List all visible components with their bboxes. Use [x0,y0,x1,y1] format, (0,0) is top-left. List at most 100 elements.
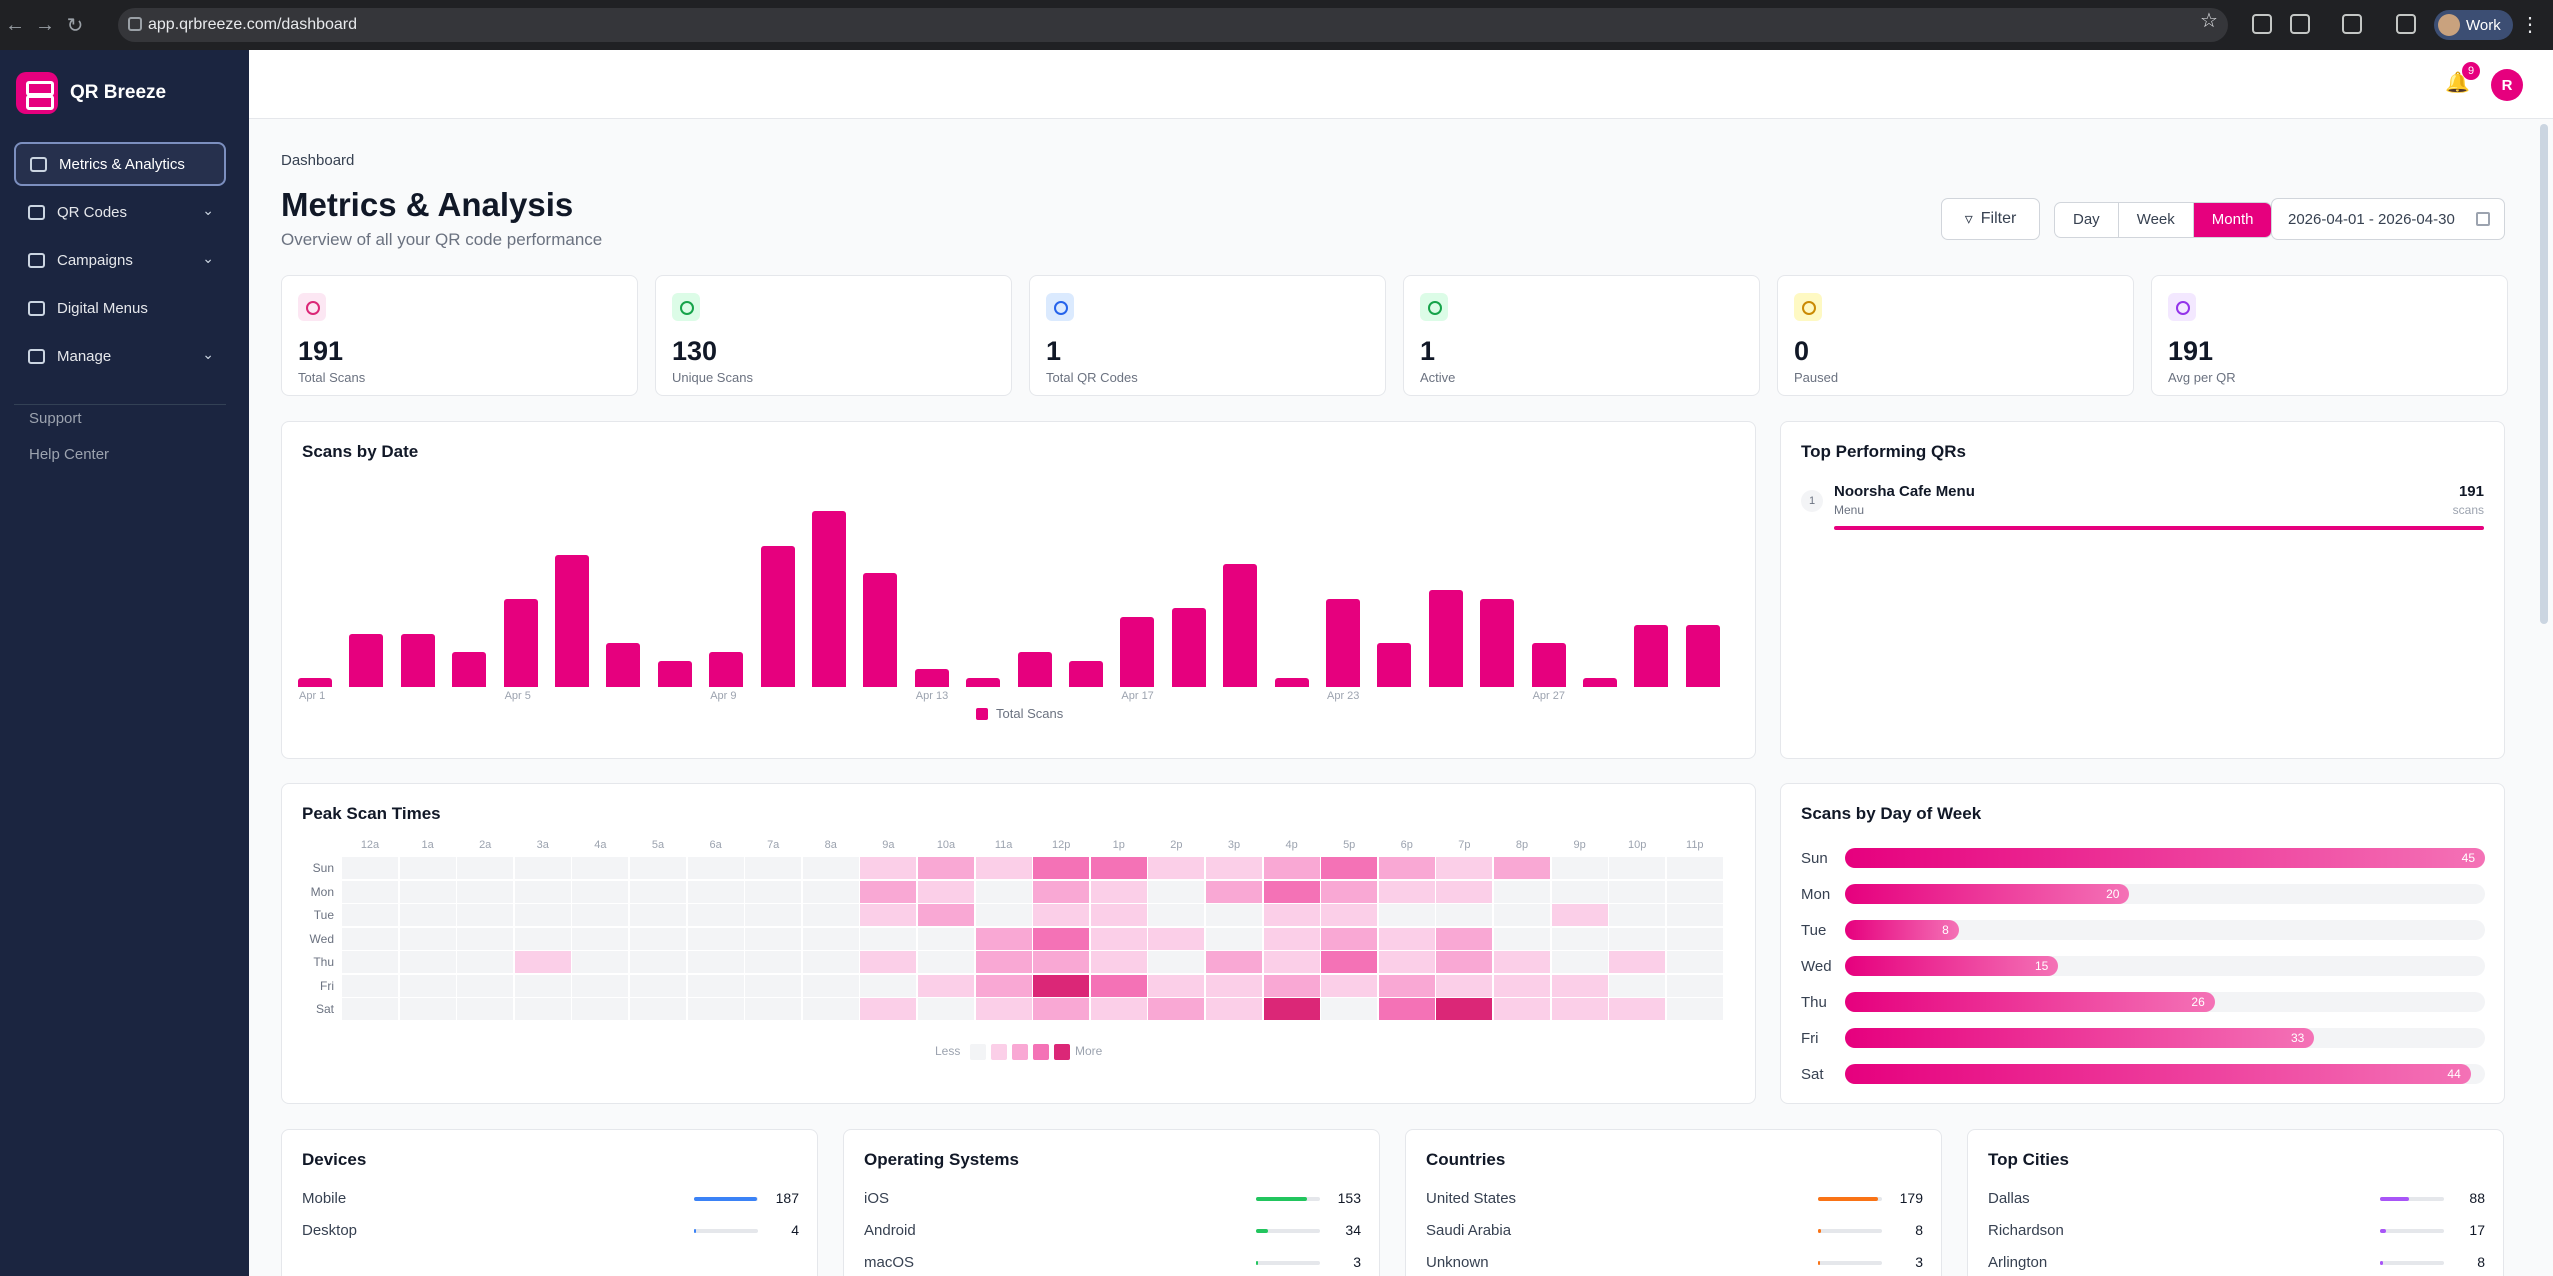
heatmap-cell[interactable] [1609,904,1666,926]
heatmap-cell[interactable] [1148,951,1205,973]
support-link[interactable]: Support [29,410,82,427]
heatmap-cell[interactable] [1609,951,1666,973]
heatmap-cell[interactable] [860,857,917,879]
heatmap-cell[interactable] [745,998,802,1020]
heatmap-cell[interactable] [1378,998,1435,1020]
breakdown-bar[interactable] [2380,1229,2386,1233]
heatmap-cell[interactable] [572,904,629,926]
heatmap-cell[interactable] [745,974,802,997]
sidebar-item-manage[interactable]: Manage ⌄ [14,334,226,378]
heatmap-cell[interactable] [1378,927,1435,950]
heatmap-cell[interactable] [1494,880,1550,903]
heatmap-cell[interactable] [1436,974,1493,997]
heatmap-cell[interactable] [1148,857,1205,879]
heatmap-cell[interactable] [975,880,1032,903]
breakdown-bar[interactable] [2380,1197,2410,1201]
heatmap-cell[interactable] [802,927,859,950]
heatmap-cell[interactable] [1436,880,1493,903]
heatmap-cell[interactable] [918,857,974,879]
bar-apr-16[interactable] [1069,660,1103,687]
heatmap-cell[interactable] [1033,880,1090,903]
heatmap-cell[interactable] [342,927,398,950]
heatmap-cell[interactable] [918,927,974,950]
back-icon[interactable]: ← [5,13,25,36]
forward-icon[interactable]: → [35,13,55,36]
day-bar-fri[interactable]: 33 [1845,1028,2315,1048]
bar-apr-3[interactable] [400,634,435,687]
bar-apr-8[interactable] [657,660,692,687]
heatmap-cell[interactable] [1378,880,1435,903]
heatmap-cell[interactable] [630,951,686,973]
heatmap-cell[interactable] [572,880,629,903]
pen-icon[interactable] [2252,14,2272,34]
heatmap-cell[interactable] [1148,927,1205,950]
heatmap-cell[interactable] [514,904,571,926]
heatmap-cell[interactable] [1666,951,1723,973]
heatmap-cell[interactable] [1263,880,1320,903]
heatmap-cell[interactable] [1609,927,1666,950]
heatmap-cell[interactable] [1666,880,1723,903]
heatmap-cell[interactable] [1263,904,1320,926]
bar-apr-2[interactable] [349,634,384,687]
day-bar-tue[interactable]: 8 [1845,920,1959,940]
heatmap-cell[interactable] [860,904,917,926]
period-day-button[interactable]: Day [2055,203,2119,237]
heatmap-cell[interactable] [1494,998,1550,1020]
bar-apr-12[interactable] [863,572,898,687]
heatmap-cell[interactable] [802,904,859,926]
heatmap-cell[interactable] [630,857,686,879]
heatmap-cell[interactable] [802,951,859,973]
heatmap-cell[interactable] [687,880,744,903]
bar-apr-7[interactable] [606,643,641,687]
heatmap-cell[interactable] [1436,951,1493,973]
sidebar-item-campaigns[interactable]: Campaigns ⌄ [14,238,226,282]
cast-icon[interactable] [2342,14,2362,34]
heatmap-cell[interactable] [457,857,514,879]
heatmap-cell[interactable] [342,951,398,973]
heatmap-cell[interactable] [1321,857,1378,879]
heatmap-cell[interactable] [572,927,629,950]
breakdown-bar[interactable] [1256,1197,1308,1201]
brand[interactable]: QR Breeze [16,72,166,114]
heatmap-cell[interactable] [1263,998,1320,1020]
heatmap-cell[interactable] [860,927,917,950]
bar-apr-27[interactable] [1634,625,1669,687]
breakdown-bar[interactable] [1818,1229,1821,1233]
heatmap-cell[interactable] [1090,904,1147,926]
heatmap-cell[interactable] [975,927,1032,950]
heatmap-cell[interactable] [630,974,686,997]
heatmap-cell[interactable] [1609,880,1666,903]
heatmap-cell[interactable] [1609,974,1666,997]
heatmap-cell[interactable] [1551,857,1608,879]
heatmap-cell[interactable] [687,951,744,973]
heatmap-cell[interactable] [1321,880,1378,903]
heatmap-cell[interactable] [1148,974,1205,997]
heatmap-cell[interactable] [1666,927,1723,950]
breakdown-bar[interactable] [694,1197,757,1201]
heatmap-cell[interactable] [1551,927,1608,950]
heatmap-cell[interactable] [1033,974,1090,997]
reload-icon[interactable]: ↻ [66,14,84,37]
bar-apr-13[interactable] [914,669,949,687]
heatmap-cell[interactable] [572,974,629,997]
heatmap-cell[interactable] [745,857,802,879]
heatmap-cell[interactable] [457,998,514,1020]
heatmap-cell[interactable] [1090,880,1147,903]
bar-apr-17[interactable] [1120,616,1155,687]
heatmap-cell[interactable] [1551,974,1608,997]
bar-apr-18[interactable] [1171,607,1206,687]
heatmap-cell[interactable] [687,857,744,879]
heatmap-cell[interactable] [1609,857,1666,879]
heatmap-cell[interactable] [1321,904,1378,926]
heatmap-cell[interactable] [1378,857,1435,879]
heatmap-cell[interactable] [1090,857,1147,879]
heatmap-cell[interactable] [1494,951,1550,973]
heatmap-cell[interactable] [802,998,859,1020]
browser-menu-icon[interactable]: ⋮ [2520,14,2540,36]
heatmap-cell[interactable] [1436,857,1493,879]
bar-apr-23[interactable] [1428,590,1463,687]
bar-apr-19[interactable] [1223,563,1258,687]
heatmap-cell[interactable] [1436,998,1493,1020]
heatmap-cell[interactable] [1148,998,1205,1020]
heatmap-cell[interactable] [975,998,1032,1020]
